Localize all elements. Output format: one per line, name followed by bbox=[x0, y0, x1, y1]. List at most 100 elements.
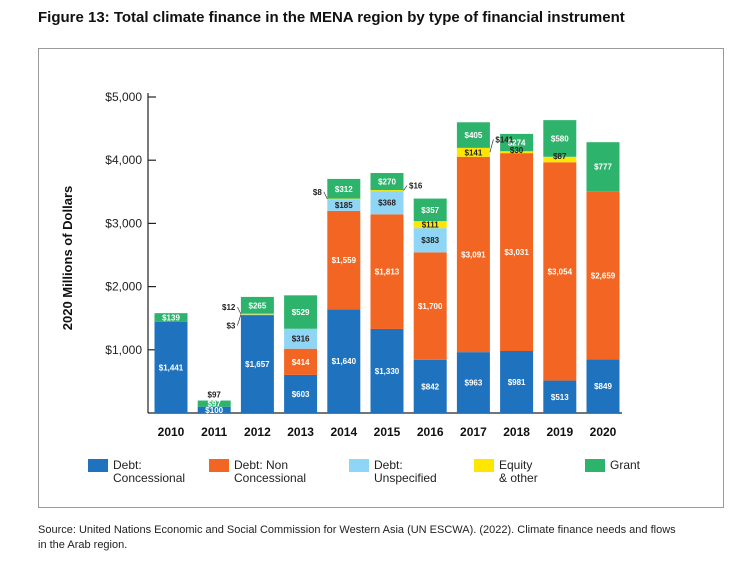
bar-segment bbox=[413, 252, 447, 360]
bar-segment bbox=[413, 359, 447, 413]
bar-segment bbox=[370, 214, 404, 329]
bar-segment bbox=[456, 352, 490, 413]
bar-segment bbox=[154, 321, 188, 413]
bar-segment bbox=[284, 295, 318, 329]
bar-data-label: $3,054 bbox=[548, 267, 573, 276]
bar-data-label: $3 bbox=[226, 322, 235, 331]
bar-segment bbox=[327, 210, 361, 310]
bar-segment bbox=[413, 198, 447, 222]
legend-label: Debt: bbox=[113, 458, 142, 472]
callout-leader-line bbox=[237, 306, 242, 315]
bar-data-label: $97 bbox=[208, 400, 222, 409]
bar-segment bbox=[197, 400, 231, 407]
bar-data-label: $3,031 bbox=[504, 248, 529, 257]
bar-data-label: $265 bbox=[249, 301, 267, 310]
y-tick-label: $5,000 bbox=[105, 90, 142, 104]
x-tick-label: 2020 bbox=[590, 425, 617, 439]
y-tick-label: $3,000 bbox=[105, 216, 142, 230]
legend-swatch bbox=[88, 459, 108, 472]
bar-data-label: $185 bbox=[335, 201, 353, 210]
legend-swatch bbox=[209, 459, 229, 472]
bar-segment bbox=[500, 151, 534, 154]
bar-segment bbox=[456, 122, 490, 148]
y-tick-label: $2,000 bbox=[105, 280, 142, 294]
bar-segment bbox=[284, 328, 318, 349]
bar-data-label: $777 bbox=[594, 163, 612, 172]
bar-data-label: $368 bbox=[378, 199, 396, 208]
bar-data-label: $1,559 bbox=[332, 256, 357, 265]
bar-data-label: $981 bbox=[508, 378, 526, 387]
bar-segment bbox=[370, 328, 404, 413]
legend-label: Concessional bbox=[113, 471, 185, 485]
x-tick-label: 2014 bbox=[330, 425, 357, 439]
bar-data-label: $580 bbox=[551, 134, 569, 143]
bar-segment bbox=[586, 359, 620, 413]
x-tick-label: 2015 bbox=[374, 425, 401, 439]
bar-segment bbox=[543, 380, 577, 413]
bar-segment bbox=[543, 156, 577, 163]
bar-segment bbox=[240, 314, 274, 316]
bar-data-label: $1,657 bbox=[245, 360, 270, 369]
callout-leader-line bbox=[323, 191, 328, 200]
bar-data-label: $414 bbox=[292, 358, 310, 367]
bar-segment bbox=[413, 228, 447, 253]
bar-segment bbox=[500, 153, 534, 352]
legend-label: Grant bbox=[610, 458, 641, 472]
y-axis-title: 2020 Millions of Dollars bbox=[60, 186, 75, 331]
bar-data-label: $529 bbox=[292, 308, 310, 317]
bar-segment bbox=[456, 156, 490, 353]
legend-label: Unspecified bbox=[374, 471, 437, 485]
bar-data-label: $16 bbox=[409, 182, 423, 191]
bar-data-label: $383 bbox=[421, 236, 439, 245]
bar-data-label: $603 bbox=[292, 390, 310, 399]
legend-label: Debt: bbox=[374, 458, 403, 472]
bar-data-label: $12 bbox=[222, 303, 236, 312]
bar-data-label: $87 bbox=[553, 152, 567, 161]
x-tick-label: 2017 bbox=[460, 425, 487, 439]
figure-title: Figure 13: Total climate finance in the … bbox=[38, 9, 625, 26]
bar-data-label: $111 bbox=[422, 221, 439, 230]
bar-segment bbox=[370, 191, 404, 215]
bar-data-label: $141 bbox=[495, 135, 513, 144]
bar-segment bbox=[240, 296, 274, 314]
bar-segment bbox=[586, 142, 620, 192]
bar-segment bbox=[240, 313, 274, 315]
bar-data-label: $842 bbox=[421, 382, 439, 391]
bar-segment bbox=[240, 314, 274, 413]
x-tick-label: 2018 bbox=[503, 425, 530, 439]
callout-leader-line bbox=[489, 139, 494, 153]
legend-swatch bbox=[474, 459, 494, 472]
bar-segment bbox=[500, 351, 534, 413]
y-tick-label: $1,000 bbox=[105, 343, 142, 357]
x-tick-label: 2011 bbox=[201, 425, 227, 439]
legend-label: & other bbox=[499, 471, 538, 485]
bar-data-label: $141 bbox=[465, 148, 483, 157]
bar-segment bbox=[284, 374, 318, 413]
bar-data-label: $357 bbox=[421, 206, 439, 215]
bar-data-label: $316 bbox=[292, 335, 310, 344]
x-tick-label: 2012 bbox=[244, 425, 271, 439]
bar-segment bbox=[154, 313, 188, 322]
bar-segment bbox=[370, 173, 404, 191]
bar-data-label: $270 bbox=[378, 178, 396, 187]
bar-data-label: $30 bbox=[510, 146, 524, 155]
bar-data-label: $100 bbox=[205, 406, 223, 415]
bar-segment bbox=[327, 198, 361, 200]
callout-leader-line bbox=[403, 185, 408, 191]
bar-segment bbox=[370, 190, 404, 192]
bar-data-label: $1,441 bbox=[159, 363, 184, 372]
bar-segment bbox=[197, 406, 231, 413]
chart-frame bbox=[38, 48, 724, 508]
bar-segment bbox=[284, 348, 318, 375]
x-tick-label: 2013 bbox=[287, 425, 314, 439]
bar-data-label: $3,091 bbox=[461, 250, 486, 259]
x-tick-label: 2016 bbox=[417, 425, 444, 439]
bar-data-label: $274 bbox=[508, 139, 526, 148]
bar-segment bbox=[500, 133, 534, 152]
bar-data-label: $405 bbox=[465, 131, 483, 140]
bar-data-label: $8 bbox=[313, 188, 322, 197]
bar-data-label: $139 bbox=[162, 314, 180, 323]
bar-data-label: $513 bbox=[551, 393, 569, 402]
bar-segment bbox=[327, 309, 361, 413]
